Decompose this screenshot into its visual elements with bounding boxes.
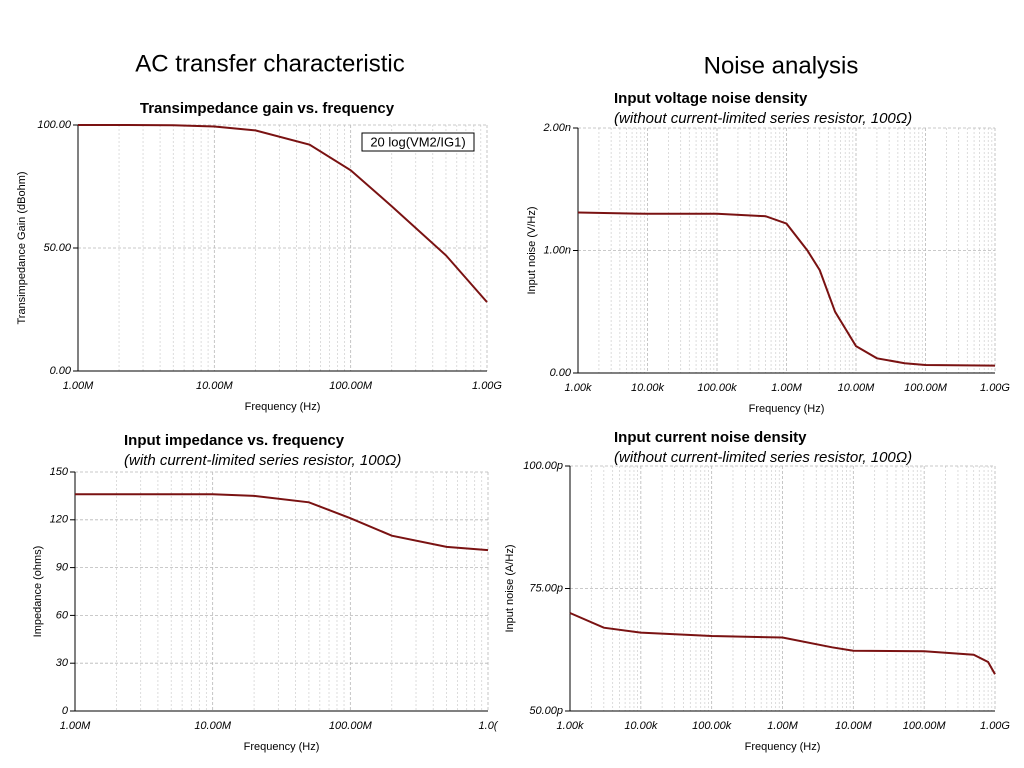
series-line [577, 211, 996, 367]
y-tick-label: 1.00n [543, 244, 571, 256]
series-line [569, 612, 996, 675]
heading-left: AC transfer characteristic [135, 50, 404, 77]
x-tick-label: 10.00M [835, 720, 873, 732]
x-tick-label: 100.00k [692, 720, 732, 732]
y-tick-label: 150 [50, 466, 69, 478]
y-tick-label: 90 [56, 562, 69, 574]
y-tick-label: 75.00p [529, 582, 563, 594]
x-tick-label: 1.00M [767, 720, 798, 732]
chart-subtitle: (without current-limited series resistor… [614, 110, 912, 127]
y-tick-label: 0 [62, 705, 69, 717]
x-tick-label: 1.0( [479, 720, 499, 732]
legend-label: 20 log(VM2/IG1) [370, 134, 465, 149]
y-axis-label: Input noise (A/Hz) [504, 544, 516, 632]
y-tick-label: 30 [56, 657, 69, 669]
y-tick-label: 100.00 [37, 119, 72, 131]
x-tick-label: 10.00M [194, 720, 232, 732]
chart-subtitle: (with current-limited series resistor, 1… [124, 452, 401, 469]
y-axis-label: Transimpedance Gain (dBohm) [16, 171, 28, 324]
series-line [75, 493, 489, 552]
x-tick-label: 100.00M [329, 380, 373, 392]
y-axis-label: Input noise (V/Hz) [526, 206, 538, 294]
x-tick-label: 1.00k [565, 382, 592, 394]
x-tick-label: 10.00M [196, 380, 234, 392]
x-tick-label: 10.00M [838, 382, 876, 394]
legend-box [361, 132, 475, 152]
x-tick-label: 1.00G [980, 720, 1010, 732]
y-tick-label: 0.00 [50, 365, 72, 377]
x-tick-label: 100.00M [903, 720, 947, 732]
x-tick-label: 100.00M [904, 382, 948, 394]
x-tick-label: 10.00k [624, 720, 658, 732]
x-axis-label: Frequency (Hz) [245, 401, 321, 413]
x-tick-label: 100.00M [329, 720, 373, 732]
chart-title: Transimpedance gain vs. frequency [140, 100, 395, 117]
x-tick-label: 1.00k [557, 720, 584, 732]
heading-right: Noise analysis [704, 52, 859, 79]
series-line [78, 124, 488, 303]
x-axis-label: Frequency (Hz) [749, 403, 825, 415]
x-tick-label: 100.00k [697, 382, 737, 394]
x-tick-label: 1.00M [60, 720, 91, 732]
x-axis-label: Frequency (Hz) [745, 741, 821, 753]
y-tick-label: 120 [50, 514, 69, 526]
x-tick-label: 1.00M [771, 382, 802, 394]
x-axis-label: Frequency (Hz) [244, 741, 320, 753]
x-tick-label: 10.00k [631, 382, 665, 394]
y-axis-label: Impedance (ohms) [32, 546, 44, 638]
x-tick-label: 1.00G [472, 380, 502, 392]
y-tick-label: 60 [56, 609, 69, 621]
y-tick-label: 50.00 [43, 242, 71, 254]
chart-title: Input impedance vs. frequency [124, 432, 345, 449]
chart-title: Input current noise density [614, 429, 807, 446]
x-tick-label: 1.00G [980, 382, 1010, 394]
y-tick-label: 50.00p [529, 705, 563, 717]
y-tick-label: 100.00p [523, 460, 563, 472]
chart-title: Input voltage noise density [614, 90, 808, 107]
y-tick-label: 0.00 [550, 367, 572, 379]
x-tick-label: 1.00M [63, 380, 94, 392]
y-tick-label: 2.00n [542, 122, 571, 134]
chart-subtitle: (without current-limited series resistor… [614, 449, 912, 466]
